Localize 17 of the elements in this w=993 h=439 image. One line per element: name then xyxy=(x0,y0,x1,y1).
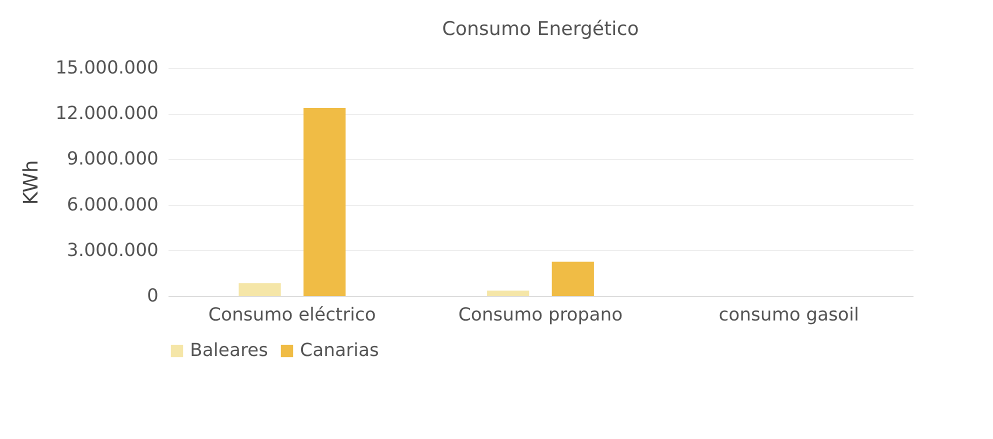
bar xyxy=(304,108,346,296)
legend-label: Canarias xyxy=(300,340,379,361)
y-tick-label: 12.000.000 xyxy=(55,103,158,124)
y-tick-label: 0 xyxy=(147,286,158,306)
y-tick-label: 15.000.000 xyxy=(55,58,158,78)
y-axis-title: KWh xyxy=(18,160,42,205)
bar xyxy=(238,283,281,296)
y-tick-label: 6.000.000 xyxy=(66,194,158,216)
legend-label: Baleares xyxy=(190,340,268,361)
y-tick-label: 3.000.000 xyxy=(66,240,158,261)
x-tick-label: Consumo eléctrico xyxy=(208,304,376,326)
x-tick-label: consumo gasoil xyxy=(718,304,859,326)
bar xyxy=(552,262,594,296)
bar xyxy=(487,290,530,296)
x-tick-label: Consumo propano xyxy=(458,304,623,326)
chart-title: Consumo Energético xyxy=(442,18,639,40)
y-tick-label: 9.000.000 xyxy=(66,148,158,170)
